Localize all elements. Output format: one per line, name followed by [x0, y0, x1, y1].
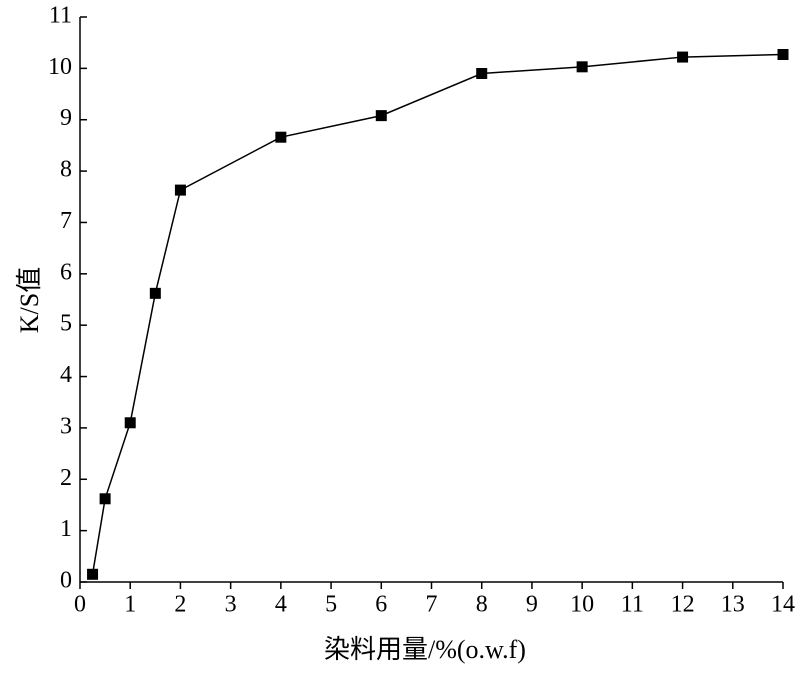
data-point	[87, 568, 99, 580]
y-tick-label: 6	[60, 259, 72, 285]
data-point	[476, 68, 488, 79]
x-tick-label: 12	[671, 592, 695, 618]
series-line	[91, 53, 784, 575]
y-tick-label: 2	[60, 465, 72, 491]
x-tick-label: 0	[74, 592, 86, 618]
data-point	[677, 51, 689, 63]
data-point	[576, 61, 588, 73]
x-tick-label: 8	[476, 592, 488, 618]
x-tick-label: 11	[621, 592, 644, 618]
x-tick-label: 6	[375, 592, 387, 618]
x-tick-label: 3	[225, 592, 237, 618]
y-tick-label: 4	[60, 362, 72, 388]
data-point	[99, 493, 111, 505]
x-tick-label: 9	[526, 592, 538, 618]
y-tick-label: 11	[49, 3, 72, 29]
x-tick-label: 10	[570, 592, 594, 618]
data-point	[174, 184, 186, 196]
x-tick-label: 13	[721, 592, 745, 618]
y-tick-label: 3	[60, 413, 72, 439]
x-tick-label: 7	[426, 592, 438, 618]
x-tick-label: 1	[124, 592, 136, 618]
x-tick-label: 4	[275, 592, 287, 618]
y-tick-label: 1	[60, 516, 72, 542]
x-axis-title: 染料用量/%(o.w.f)	[324, 635, 526, 664]
y-tick-label: 0	[60, 568, 72, 594]
y-axis-title: K/S值	[15, 267, 44, 333]
data-point	[149, 287, 161, 299]
y-tick-label: 8	[60, 157, 72, 183]
y-tick-label: 5	[60, 311, 72, 337]
y-tick-label: 7	[60, 208, 72, 234]
data-point	[275, 131, 287, 143]
x-tick-label: 5	[325, 592, 337, 618]
data-point	[777, 48, 789, 60]
y-tick-label: 10	[48, 54, 72, 80]
y-tick-label: 9	[60, 105, 72, 131]
x-tick-label: 2	[174, 592, 186, 618]
data-point	[124, 417, 136, 429]
x-tick-label: 14	[771, 592, 795, 618]
data-point	[375, 110, 387, 122]
